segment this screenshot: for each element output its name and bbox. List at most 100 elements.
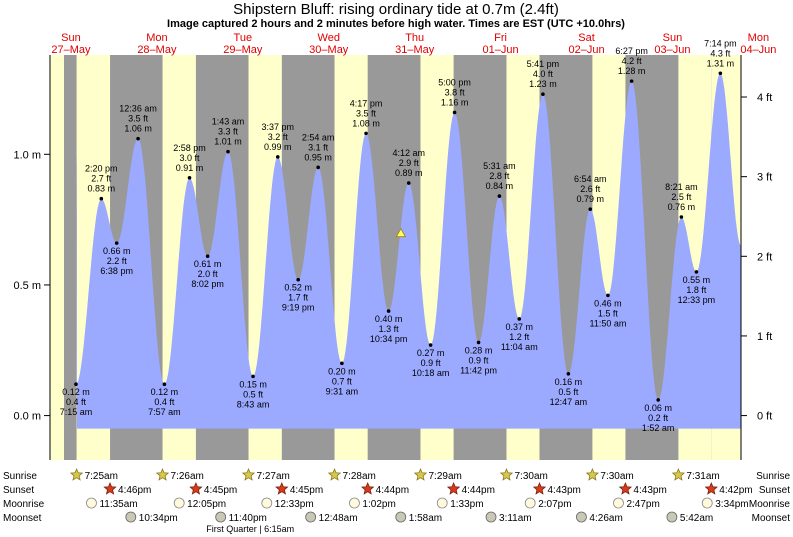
extreme-label: 0.76 m — [668, 202, 696, 212]
moonset-icon — [305, 511, 317, 523]
sunrise-event: 7:26am — [155, 467, 204, 482]
extreme-dot — [588, 207, 593, 211]
sunset-star-icon — [275, 481, 289, 495]
extreme-label: 0.66 m — [103, 246, 131, 256]
extreme-label: 0.27 m — [417, 348, 445, 358]
extreme-label: 4.3 ft — [710, 48, 731, 58]
current-tide-triangle — [395, 227, 407, 238]
extreme-dot — [718, 71, 723, 76]
moonrise-label-left: Moonrise — [3, 499, 45, 510]
moonrise-time: 12:05pm — [187, 499, 226, 510]
extreme-label: 3.1 ft — [308, 142, 329, 152]
extreme-dot — [452, 110, 457, 115]
extreme-label: 0.61 m — [194, 259, 222, 269]
moonset-event: 3:11am — [485, 511, 532, 524]
extreme-label: 2.5 ft — [671, 192, 692, 202]
extreme-dot — [136, 136, 140, 141]
extreme-dot — [679, 215, 684, 219]
extreme-dot — [316, 165, 320, 170]
moonrise-icon — [613, 497, 624, 509]
day-date-label: 01–Jun — [483, 44, 519, 56]
extreme-label: 8:21 am — [665, 182, 698, 192]
day-date-label: 31–May — [395, 44, 435, 56]
right-axis-label: 4 ft — [757, 92, 772, 104]
sunrise-star-icon — [327, 467, 342, 481]
extreme-label: 0.12 m — [151, 387, 179, 397]
extreme-label: 1.08 m — [352, 118, 380, 128]
sunset-time: 4:43pm — [633, 485, 666, 496]
chart-subtitle: Image captured 2 hours and 2 minutes bef… — [167, 18, 625, 30]
moonrise-time: 1:33pm — [450, 499, 483, 510]
moonset-icon — [576, 511, 587, 523]
extreme-label: 8:43 am — [237, 399, 270, 409]
extreme-label: 2:20 pm — [85, 164, 118, 174]
extreme-label: 1.23 m — [529, 79, 557, 89]
extreme-label: 0.06 m — [644, 403, 672, 413]
sunset-event: 4:44pm — [361, 481, 409, 496]
extreme-label: 0.55 m — [683, 275, 711, 285]
moonset-event: 5:42am — [666, 511, 713, 524]
extreme-label: 1:52 am — [642, 423, 675, 433]
day-name-label: Wed — [318, 32, 340, 44]
sunrise-time: 7:31am — [686, 471, 719, 482]
moonset-time: 4:26am — [589, 513, 622, 524]
extreme-label: 0.4 ft — [154, 397, 175, 407]
extreme-dot — [566, 371, 571, 376]
sunrise-star-icon — [585, 467, 600, 481]
moonset-event: 12:48am — [305, 511, 358, 524]
moonrise-time: 3:34pm — [715, 499, 748, 510]
extreme-label: 0.95 m — [304, 152, 332, 162]
extreme-label: 1.31 m — [707, 58, 735, 68]
sunrise-event: 7:31am — [671, 467, 720, 482]
extreme-label: 3.5 ft — [128, 114, 149, 124]
moonset-event: 1:58am — [395, 511, 442, 524]
high-tide-extreme: 12:36 am3.5 ft1.06 m — [119, 104, 157, 141]
high-tide-extreme: 5:00 pm3.8 ft1.16 m — [438, 77, 471, 115]
sunset-event: 4:42pm — [704, 481, 753, 496]
extreme-dot — [497, 194, 502, 198]
astronomy-rows: Sunrise Sunrise 7:25am 7:26am 7:27am 7:28am 7:… — [3, 467, 790, 534]
moonrise-icon — [173, 497, 185, 509]
day-name-label: Sun — [61, 32, 81, 44]
extreme-label: 0.5 ft — [558, 387, 579, 397]
moonrise-icon — [261, 497, 273, 509]
moonset-event: 10:34pm — [125, 511, 178, 524]
moonset-time: 3:11am — [499, 513, 532, 524]
extreme-dot — [629, 79, 634, 83]
sunset-star-icon — [618, 481, 633, 495]
low-tide-extreme: 0.06 m0.2 ft1:52 am — [642, 398, 675, 433]
chart-title: Shipstern Bluff: rising ordinary tide at… — [233, 1, 559, 18]
tide-area — [76, 73, 741, 429]
moonrise-time: 12:33pm — [275, 499, 314, 510]
moonrise-icon — [701, 497, 713, 509]
moonrise-icon — [524, 497, 536, 509]
extreme-label: 11:42 pm — [460, 365, 497, 375]
day-name-label: Mon — [748, 32, 769, 44]
extreme-dot — [694, 270, 699, 274]
extreme-label: 1.28 m — [618, 66, 646, 76]
moonset-time: 11:40pm — [229, 513, 267, 524]
extreme-label: 0.7 ft — [332, 376, 353, 386]
low-tide-extreme: 0.12 m0.4 ft7:15 am — [60, 382, 92, 417]
extreme-label: 0.37 m — [506, 322, 534, 332]
moonset-icon — [125, 511, 137, 523]
extreme-label: 0.12 m — [62, 387, 90, 397]
extreme-label: 0.83 m — [88, 184, 116, 194]
sunset-time: 4:46pm — [118, 485, 151, 496]
extreme-label: 0.28 m — [465, 345, 493, 355]
moonset-label-left: Moonset — [3, 513, 42, 524]
moonrise-time: 1:02pm — [362, 499, 395, 510]
extreme-label: 1:43 am — [212, 117, 245, 127]
high-tide-extreme: 5:41 pm4.0 ft1.23 m — [527, 59, 559, 96]
high-tide-extreme: 1:43 am3.3 ft1.01 m — [212, 117, 245, 154]
high-tide-extreme: 2:20 pm2.7 ft0.83 m — [85, 164, 118, 201]
sunset-star-icon — [361, 481, 375, 495]
extreme-label: 1.5 ft — [598, 308, 619, 318]
current-tide-marker — [395, 227, 407, 238]
extreme-label: 3.2 ft — [268, 132, 289, 142]
extreme-label: 3.8 ft — [445, 87, 466, 97]
